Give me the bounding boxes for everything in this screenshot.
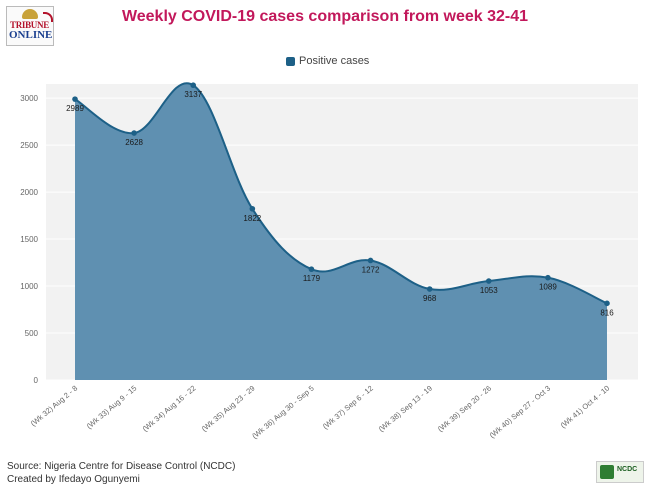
data-point [190,82,197,89]
y-tick-label: 0 [34,376,39,385]
chart-area: 0 500 1000 1500 2000 2500 3000 2989 2628 3137 1822… [20,82,638,441]
y-tick-label: 2500 [20,141,38,150]
data-point [604,300,610,307]
data-label: 968 [423,294,437,303]
x-tick-label: (Wk 39) Sep 20 - 26 [436,384,493,434]
data-point [72,96,78,102]
data-label: 1179 [303,274,321,283]
y-tick-label: 3000 [20,94,38,103]
x-tick-label: (Wk 35) Aug 23 - 29 [200,384,257,434]
x-tick-label: (Wk 38) Sep 13 - 19 [377,384,434,434]
x-tick-label: (Wk 36) Aug 30 - Sep 5 [250,384,316,441]
series-area [75,83,607,381]
credit-note: Created by Ifedayo Ogunyemi [7,474,140,485]
logo-line-2: ONLINE [9,29,53,41]
y-tick-label: 1500 [20,235,38,244]
data-label: 816 [600,308,614,317]
data-label: 3137 [184,90,202,99]
data-point [485,278,492,284]
legend[interactable]: Positive cases [286,55,369,67]
data-label: 1053 [480,286,498,295]
series-line [74,82,608,305]
data-label: 2628 [125,138,143,147]
data-label: 1272 [362,265,380,274]
ncdc-logo: NCDC [596,461,644,483]
y-tick-label: 1000 [20,282,38,291]
data-label: 2989 [66,104,84,113]
ncdc-logo-text: NCDC [617,466,638,473]
data-point [131,130,137,136]
x-tick-label: (Wk 32) Aug 2 - 8 [29,384,79,428]
y-tick-label: 500 [25,329,39,338]
tribune-online-logo: TRIBUNE ONLINE [6,6,54,46]
data-point [545,274,551,281]
x-tick-label: (Wk 33) Aug 9 - 15 [85,384,139,431]
data-label: 1089 [539,283,557,292]
data-point [367,257,374,264]
data-label: 1822 [243,214,261,223]
x-tick-label: (Wk 40) Sep 27 - Oct 3 [488,384,553,440]
logo-line-1: TRIBUNE [10,20,49,30]
x-tick-label: (Wk 34) Aug 16 - 22 [141,384,198,434]
signal-icon [43,12,53,22]
data-point [308,266,315,273]
y-tick-label: 2000 [20,188,38,197]
ncdc-emblem-icon [600,465,614,479]
x-tick-label: (Wk 37) Sep 6 - 12 [321,384,375,431]
crest-icon [22,9,38,19]
data-point [426,286,433,292]
source-note: Source: Nigeria Centre for Disease Contr… [7,461,236,472]
data-point [249,205,256,212]
legend-swatch [286,56,295,66]
chart-title: Weekly COVID-19 cases comparison from we… [121,8,529,25]
legend-label: Positive cases [299,55,370,67]
x-tick-label: (Wk 41) Oct 4 - 10 [559,384,612,430]
